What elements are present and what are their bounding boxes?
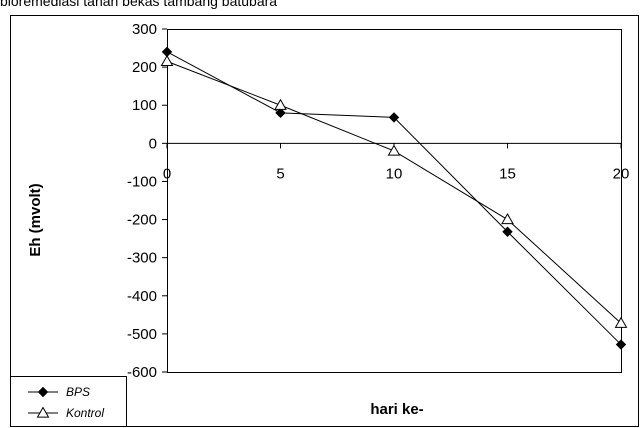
- legend-marker: [37, 386, 49, 398]
- data-point: [388, 112, 400, 123]
- x-tick-label: 5: [276, 165, 284, 182]
- data-point: [160, 54, 174, 67]
- x-tick-label: 10: [386, 165, 403, 182]
- y-tick-label: -400: [127, 288, 157, 305]
- y-tick-label: -100: [127, 173, 157, 190]
- series-line: [166, 60, 622, 324]
- y-tick-label: 0: [149, 135, 157, 152]
- y-axis-title: Eh (mvolt): [27, 183, 44, 256]
- y-tick-label: -500: [127, 326, 157, 343]
- chart-caption: bioremediasi tanah bekas tambang batubar…: [0, 0, 278, 9]
- y-tick-label: -300: [127, 250, 157, 267]
- chart-outer-border: [10, 15, 639, 427]
- data-point: [615, 339, 627, 350]
- data-point: [614, 316, 628, 328]
- legend-label: BPS: [66, 385, 90, 399]
- data-point: [275, 107, 286, 119]
- legend: BPS Kontrol: [10, 376, 127, 427]
- axes: 300 200 100 0 -100 -200 -300 -400 -500 -600 0 5 10 15…: [127, 21, 629, 381]
- y-tick-label: -200: [127, 212, 157, 229]
- legend-marker: [36, 406, 50, 418]
- x-axis-title: hari ke-: [370, 401, 423, 418]
- plot-area: [167, 29, 622, 373]
- series-1: [160, 54, 628, 328]
- y-tick-label: 300: [132, 21, 157, 38]
- series-layer: [160, 46, 628, 350]
- data-point: [387, 144, 401, 156]
- y-tick-label: -600: [127, 364, 157, 381]
- x-tick-label: 0: [163, 165, 171, 182]
- data-point: [502, 226, 513, 237]
- series-0: [161, 46, 627, 350]
- x-tick-label: 20: [613, 165, 630, 182]
- data-point: [274, 98, 287, 110]
- legend-box: [10, 376, 127, 427]
- legend-label: Kontrol: [66, 406, 104, 420]
- series-line: [166, 51, 622, 345]
- y-tick-label: 200: [132, 59, 157, 76]
- data-point: [501, 213, 514, 225]
- x-tick-label: 15: [499, 165, 516, 182]
- y-tick-label: 100: [132, 97, 157, 114]
